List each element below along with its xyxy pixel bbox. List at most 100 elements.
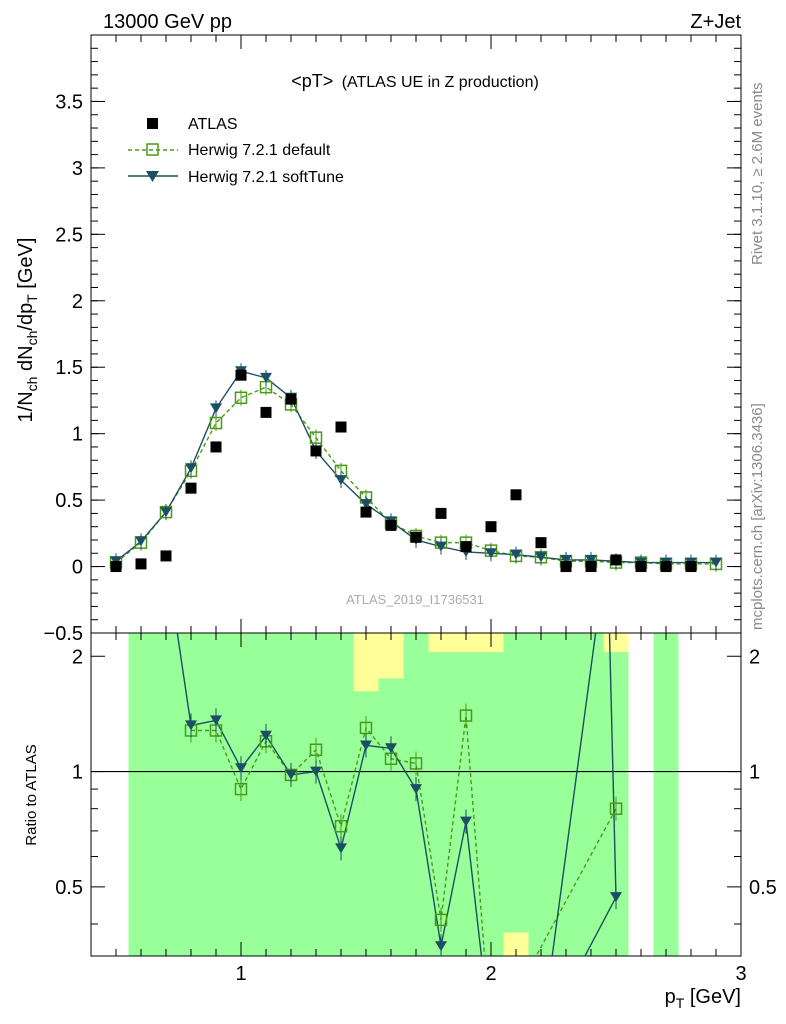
softtune-point	[210, 403, 222, 414]
ratio-softtune-segment-0	[551, 633, 597, 956]
softtune-point	[360, 499, 372, 510]
side-text-rivet: Rivet 3.1.10, ≥ 2.6M events	[749, 83, 766, 266]
softtune-point	[510, 549, 522, 560]
legend-default-marker	[146, 143, 159, 156]
legend: ATLAS Herwig 7.2.1 default Herwig 7.2.1 …	[128, 116, 344, 186]
band-green-14	[478, 652, 504, 956]
atlas-point	[335, 421, 347, 433]
atlas-point	[210, 441, 222, 453]
ratio-default-point	[459, 709, 473, 722]
main-ytick-label-0: −0.5	[44, 623, 83, 645]
ratio-softtune-point	[210, 715, 222, 726]
ratio-default-point	[409, 757, 423, 770]
ratio-softtune-line	[176, 633, 617, 956]
atlas-point	[135, 558, 147, 570]
xtick-label-1: 2	[485, 963, 496, 985]
ratio-ytick-label-left-2: 2	[72, 646, 83, 668]
atlas-point	[260, 406, 272, 418]
legend-softtune-marker	[146, 171, 159, 182]
atlas-point	[585, 561, 597, 573]
softtune-point	[585, 554, 597, 565]
side-text-mcplots: mcplots.cern.ch [arXiv:1306.3436]	[749, 403, 766, 630]
ratio-default-point	[234, 782, 248, 796]
ratio-default-point	[359, 721, 373, 735]
band-green-20	[653, 633, 679, 956]
band-green-2	[178, 633, 204, 956]
default-point	[234, 391, 248, 405]
ratio-default-point	[609, 802, 623, 815]
ratio-softtune-point	[285, 769, 297, 780]
ratio-softtune-point	[360, 740, 372, 751]
ratio-bands	[128, 633, 679, 956]
band-green-10	[378, 678, 404, 956]
atlas-point	[235, 369, 247, 381]
header-left: 13000 GeV pp	[103, 11, 232, 33]
main-ytick-label-5: 2	[72, 291, 83, 313]
softtune-point	[135, 536, 147, 547]
ratio-softtune-point	[435, 941, 447, 952]
atlas-point	[360, 506, 372, 518]
atlas-point	[660, 561, 672, 573]
main-ytick-label-7: 3	[72, 158, 83, 180]
ratio-softtune-point	[610, 892, 622, 903]
ratio-ylabel: Ratio to ATLAS	[23, 744, 40, 845]
band-green-6	[278, 633, 304, 956]
xtick-label-2: 3	[735, 963, 746, 985]
softtune-point	[485, 548, 497, 559]
xlabel: pT [GeV]	[665, 986, 741, 1011]
atlas-point	[485, 521, 497, 533]
ratio-softtune-point	[335, 843, 347, 854]
atlas-point	[460, 541, 472, 553]
plot-title-sub: (ATLAS UE in Z production)	[342, 74, 539, 91]
legend-atlas-marker	[147, 118, 158, 129]
ratio-ytick-label-left-0: 0.5	[55, 877, 83, 899]
band-green-0	[128, 633, 154, 956]
band-green-5	[253, 633, 279, 956]
atlas-point	[285, 393, 297, 405]
main-ytick-label-2: 0.5	[55, 490, 83, 512]
band-green-3	[203, 633, 229, 956]
softtune-point	[160, 507, 172, 518]
ratio-ytick-label-right-0: 0.5	[749, 877, 777, 899]
band-green-15	[503, 633, 529, 933]
analysis-watermark: ATLAS_2019_I1736531	[346, 592, 484, 607]
ratio-default-line	[191, 715, 617, 956]
plot-title: <pT> (ATLAS UE in Z production)	[291, 71, 539, 91]
xtick-label-0: 1	[235, 963, 246, 985]
atlas-point	[435, 507, 447, 519]
ratio-softtune-segment-1	[608, 633, 617, 898]
ratio-lines	[176, 633, 623, 956]
legend-softtune-label: Herwig 7.2.1 softTune	[188, 169, 344, 186]
ratio-ytick-label-right-2: 2	[749, 646, 760, 668]
band-yellow-13	[503, 932, 529, 956]
header-right: Z+Jet	[690, 11, 741, 33]
softtune-point	[260, 372, 272, 383]
ratio-panel	[128, 633, 679, 956]
ratio-default-point	[334, 819, 348, 833]
atlas-point	[635, 561, 647, 573]
band-green-18	[578, 633, 604, 956]
softtune-point	[335, 475, 347, 486]
softtune-point	[710, 557, 722, 568]
plot-title-main: <pT>	[291, 71, 333, 91]
ratio-softtune-point	[260, 730, 272, 741]
main-ytick-label-8: 3.5	[55, 91, 83, 113]
atlas-point	[385, 519, 397, 531]
softtune-point	[185, 463, 197, 474]
atlas-point	[610, 554, 622, 566]
default-point	[209, 416, 223, 430]
atlas-point	[310, 445, 322, 457]
atlas-point	[560, 561, 572, 573]
ratio-ytick-label-right-1: 1	[749, 762, 760, 784]
ratio-softtune-point	[235, 763, 247, 774]
ratio-softtune-point	[460, 816, 472, 827]
atlas-point	[535, 537, 547, 549]
ratio-softtune-point	[385, 743, 397, 754]
ratio-softtune-point	[310, 766, 322, 777]
ratio-ytick-label-left-1: 1	[72, 762, 83, 784]
atlas-point	[160, 550, 172, 562]
legend-default-label: Herwig 7.2.1 default	[188, 142, 331, 159]
softtune-point	[435, 541, 447, 552]
band-green-17	[553, 633, 579, 956]
